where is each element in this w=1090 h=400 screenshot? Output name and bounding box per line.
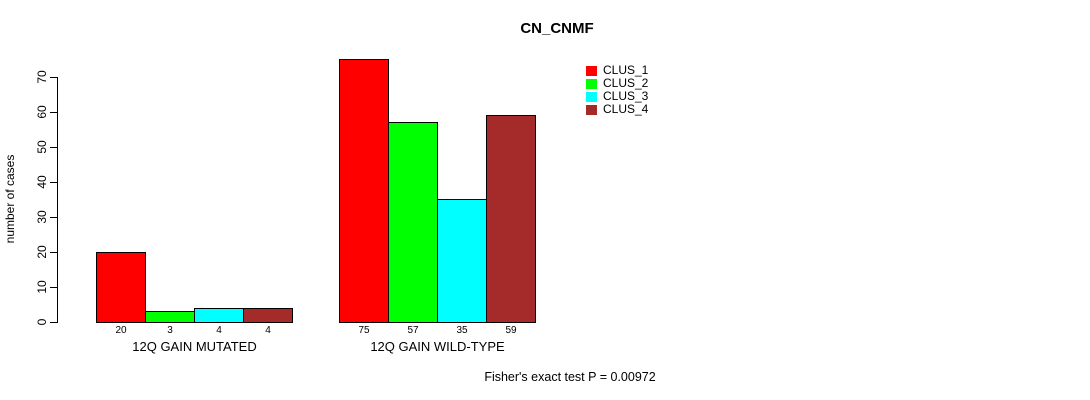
bar-value-label: 75 bbox=[358, 325, 370, 336]
category-label: 12Q GAIN MUTATED bbox=[132, 339, 257, 354]
legend-item: CLUS_4 bbox=[586, 103, 648, 116]
y-tick bbox=[50, 147, 57, 148]
bar-clus_1-group1 bbox=[96, 252, 146, 323]
bar-clus_1-group2 bbox=[339, 59, 389, 323]
bar-value-label: 57 bbox=[407, 325, 419, 336]
legend-label: CLUS_1 bbox=[603, 63, 649, 77]
bar-clus_3-group2 bbox=[437, 199, 487, 323]
bar-clus_3-group1 bbox=[194, 308, 244, 323]
y-tick-label: 70 bbox=[35, 70, 49, 84]
y-tick-label: 50 bbox=[35, 140, 49, 154]
y-axis-label: number of cases bbox=[3, 154, 17, 244]
bar-value-label: 3 bbox=[167, 325, 173, 336]
y-tick-label: 20 bbox=[35, 245, 49, 259]
y-tick-label: 60 bbox=[35, 105, 49, 119]
y-tick bbox=[50, 252, 57, 253]
y-tick-label: 40 bbox=[35, 175, 49, 189]
legend-swatch bbox=[586, 65, 597, 76]
y-tick-label: 30 bbox=[35, 210, 49, 224]
bar-clus_4-group1 bbox=[243, 308, 293, 323]
y-tick bbox=[50, 217, 57, 218]
category-label: 12Q GAIN WILD-TYPE bbox=[370, 339, 505, 354]
legend: CLUS_1 CLUS_2 CLUS_3 CLUS_4 bbox=[586, 64, 648, 116]
y-tick-label: 10 bbox=[35, 280, 49, 294]
y-tick bbox=[50, 182, 57, 183]
y-tick bbox=[50, 322, 57, 323]
fisher-test-annotation: Fisher's exact test P = 0.00972 bbox=[484, 370, 656, 384]
bar-clus_2-group1 bbox=[145, 311, 195, 323]
bar-clus_4-group2 bbox=[486, 115, 536, 323]
legend-swatch bbox=[586, 104, 597, 115]
y-axis-line bbox=[57, 77, 58, 323]
y-tick bbox=[50, 287, 57, 288]
legend-item: CLUS_3 bbox=[586, 90, 648, 103]
legend-item: CLUS_1 bbox=[586, 64, 648, 77]
legend-label: CLUS_3 bbox=[603, 89, 649, 103]
legend-label: CLUS_4 bbox=[603, 102, 649, 116]
chart-title: CN_CNMF bbox=[520, 20, 594, 37]
bar-value-label: 35 bbox=[456, 325, 468, 336]
legend-label: CLUS_2 bbox=[603, 76, 649, 90]
legend-swatch bbox=[586, 78, 597, 89]
bar-clus_2-group2 bbox=[388, 122, 438, 323]
bar-value-label: 4 bbox=[265, 325, 271, 336]
bar-value-label: 20 bbox=[115, 325, 127, 336]
y-tick-label: 0 bbox=[35, 318, 49, 326]
legend-swatch bbox=[586, 91, 597, 102]
y-tick bbox=[50, 77, 57, 78]
legend-item: CLUS_2 bbox=[586, 77, 648, 90]
bar-value-label: 4 bbox=[216, 325, 222, 336]
y-tick bbox=[50, 112, 57, 113]
bar-value-label: 59 bbox=[505, 325, 517, 336]
